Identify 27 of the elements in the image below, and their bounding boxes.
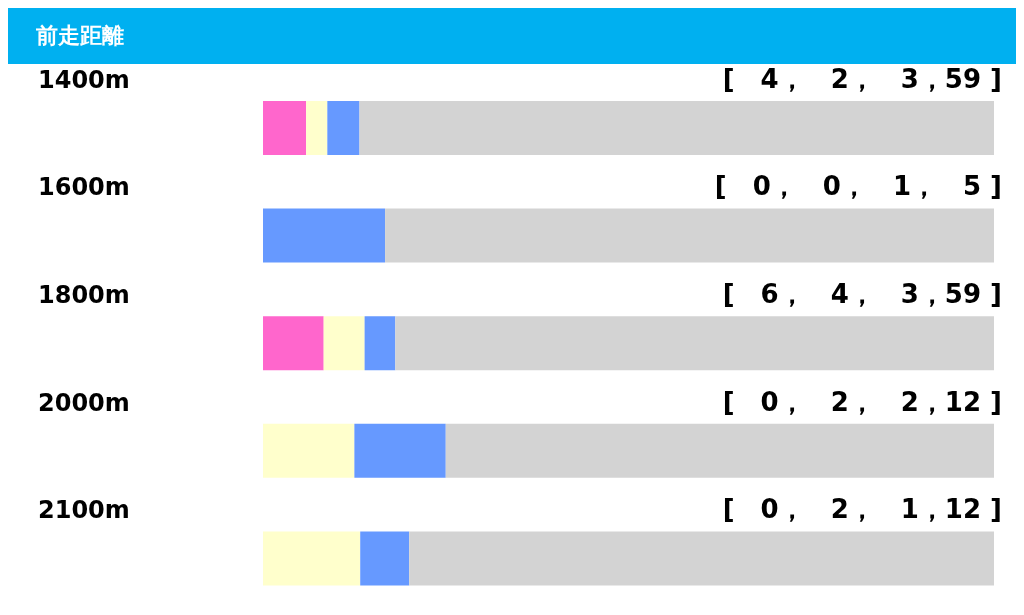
bar	[395, 316, 994, 371]
annotation: [ 4， 2， 3，59 ]	[722, 63, 1002, 94]
y-tick-label: 2100m	[38, 496, 130, 525]
bar	[327, 101, 360, 155]
bar	[263, 316, 324, 371]
y-tick-label: 1400m	[38, 65, 130, 94]
bar	[263, 423, 355, 478]
y-tick-label: 1600m	[38, 173, 130, 202]
bar	[323, 316, 365, 371]
bar	[409, 531, 994, 586]
annotation: [ 0， 2， 2，12 ]	[722, 386, 1002, 417]
y-tick-label: 2000m	[38, 388, 130, 417]
text: 前走距離	[8, 8, 1016, 64]
bar	[359, 101, 994, 155]
bar	[445, 423, 994, 478]
bar	[263, 208, 386, 263]
y-tick-label: 1800m	[38, 281, 130, 309]
bar	[354, 423, 446, 478]
annotation: [ 0， 0， 1， 5 ]	[714, 171, 1002, 202]
bar	[263, 531, 361, 586]
annotation: [ 6， 4， 3，59 ]	[722, 279, 1002, 309]
bar	[364, 316, 396, 371]
bar	[263, 101, 307, 155]
bar	[360, 531, 410, 586]
annotation: [ 0， 2， 1，12 ]	[722, 494, 1002, 525]
bar	[306, 101, 328, 155]
bar	[385, 208, 994, 263]
